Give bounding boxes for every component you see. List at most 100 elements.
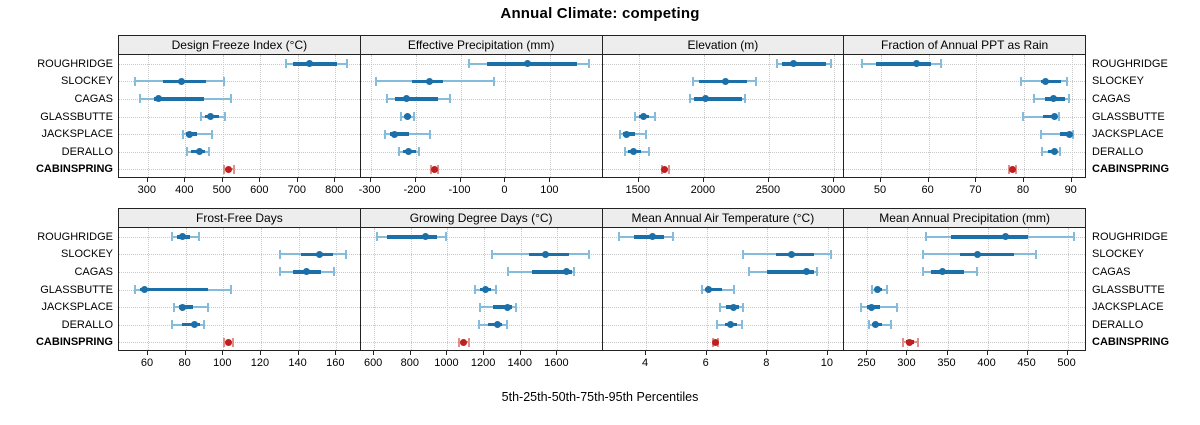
whisker-cap [886, 285, 889, 294]
site-label-right-glassbutte: GLASSBUTTE [1092, 283, 1165, 296]
gridline-horizontal [360, 98, 602, 100]
median-dot [206, 113, 214, 120]
gridline-vertical [370, 55, 372, 177]
whisker-cap [230, 94, 233, 104]
gridline-vertical [1071, 55, 1073, 177]
percentile-marker-slockey [603, 228, 844, 350]
whisker-cap [223, 337, 226, 347]
whisker-cap [1068, 94, 1071, 104]
panel-plot-frost-free-days [118, 228, 361, 351]
percentile-marker-jacksplace [603, 228, 844, 350]
gridline-horizontal [119, 324, 360, 326]
median-dot [1009, 165, 1017, 173]
axis-tick-label: 160 [326, 357, 345, 369]
axis-tick-label: 400 [977, 357, 996, 369]
whisker-cap [901, 337, 904, 347]
gridline-vertical [976, 55, 978, 177]
whisker-cap [207, 147, 210, 157]
gridline-horizontal [360, 342, 602, 344]
median-dot [403, 113, 411, 120]
gridline-vertical [987, 228, 989, 350]
whisker-cap [754, 76, 757, 86]
gridline-horizontal [844, 342, 1085, 344]
whisker-cap [1041, 147, 1044, 157]
median-dot [302, 268, 310, 276]
gridline-vertical [297, 55, 299, 177]
whisker-cap [492, 76, 495, 86]
gridline-horizontal [844, 98, 1085, 100]
median-dot [140, 286, 148, 293]
axis-tick-label: -200 [403, 184, 426, 196]
percentile-marker-cabinspring [603, 228, 844, 350]
percentile-marker-derallo [844, 228, 1085, 350]
median-dot [523, 60, 531, 68]
gridline-vertical [703, 55, 705, 177]
percentile-marker-glassbutte [361, 55, 602, 177]
axis-tick-label: 800 [400, 357, 419, 369]
percentile-marker-derallo [361, 228, 602, 350]
median-dot [179, 303, 187, 311]
gridline-vertical [1067, 228, 1069, 350]
whisker-cap [232, 164, 235, 174]
whisker-cap [742, 249, 745, 259]
whisker-cap [1058, 112, 1061, 121]
whisker-cap [417, 147, 420, 157]
gridline-vertical [185, 55, 187, 177]
axis-tick [705, 351, 707, 355]
gridline-horizontal [119, 134, 360, 136]
gridline-vertical [260, 228, 262, 350]
gridline-horizontal [602, 236, 844, 238]
whisker-cap [506, 320, 509, 330]
gridline-horizontal [602, 169, 844, 171]
gridline-vertical [833, 55, 835, 177]
whisker-cap [376, 232, 379, 242]
median-dot [1042, 77, 1050, 85]
median-dot [702, 95, 710, 103]
median-dot [391, 130, 399, 138]
median-dot [906, 338, 914, 346]
axis-tick [866, 351, 868, 355]
gridline-horizontal [119, 151, 360, 153]
axis-tick [556, 351, 558, 355]
percentile-marker-derallo [119, 228, 360, 350]
gridline-vertical [336, 228, 338, 350]
whisker-cap [719, 302, 722, 312]
median-dot [789, 60, 797, 68]
site-label-left-glassbutte: GLASSBUTTE [40, 283, 113, 296]
site-label-left-jacksplace: JACKSPLACE [41, 128, 113, 141]
median-dot [788, 250, 796, 258]
median-dot [306, 60, 314, 68]
gridline-vertical [767, 228, 769, 350]
percentile-marker-cabinspring [603, 55, 844, 177]
median-dot [460, 338, 468, 346]
gridline-vertical [298, 228, 300, 350]
gridline-horizontal [602, 116, 844, 118]
whisker-cap [667, 164, 670, 174]
median-dot [874, 286, 882, 293]
gridline-horizontal [119, 169, 360, 171]
percentile-marker-slockey [119, 55, 360, 177]
panel-plot-elevation-m [601, 55, 845, 178]
whisker-cap [467, 59, 470, 69]
median-dot [179, 233, 187, 241]
axis-tick [146, 351, 148, 355]
box-25-75 [959, 252, 1014, 257]
site-label-right-cagas: CAGAS [1092, 92, 1131, 105]
box-25-75 [1059, 132, 1072, 136]
median-dot [803, 268, 811, 276]
median-dot [315, 250, 323, 258]
axis-tick-label: 100 [540, 184, 559, 196]
percentile-marker-slockey [361, 228, 602, 350]
whisker-cap [701, 285, 704, 294]
box-25-75 [395, 97, 439, 101]
percentile-marker-jacksplace [119, 228, 360, 350]
median-dot [639, 113, 647, 120]
axis-tick-label: 1400 [507, 357, 532, 369]
whisker-cap [138, 94, 141, 104]
panel-strip-mean-annual-air-temperature-c: Mean Annual Air Temperature (°C) [601, 208, 845, 228]
whisker-cap [691, 76, 694, 86]
box-25-75 [781, 62, 827, 66]
percentile-marker-cagas [119, 228, 360, 350]
whisker-cap [494, 285, 497, 294]
